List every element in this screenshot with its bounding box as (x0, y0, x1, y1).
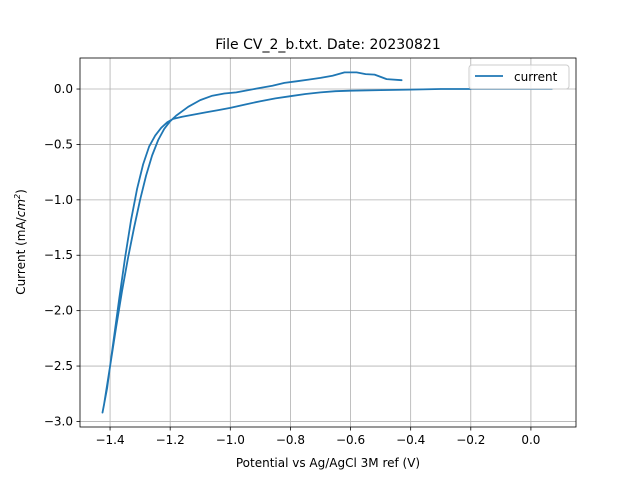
grid-lines (80, 58, 576, 427)
y-tick-label: −1.5 (44, 248, 73, 262)
legend: current (468, 64, 570, 90)
y-axis-label-prefix: Current (mA/ (14, 216, 28, 294)
series-line-current (101, 71, 553, 414)
x-tick-label: −1.2 (156, 433, 185, 447)
chart-title: File CV_2_b.txt. Date: 20230821 (215, 37, 441, 53)
y-axis-label-suffix: ) (14, 189, 28, 194)
y-tick-label: 0.0 (54, 82, 73, 96)
y-axis-label-exponent: 2 (13, 194, 22, 199)
y-axis-label: Current (mA/cm2) (13, 189, 28, 295)
x-axis: −1.4 −1.2 −1.0 −0.8 −0.6 −0.4 −0.2 0.0 (95, 427, 540, 447)
x-tick-label: −1.4 (95, 433, 124, 447)
y-axis-label-unit: cm (14, 199, 28, 217)
x-tick-label: 0.0 (521, 433, 540, 447)
y-tick-label: −0.5 (44, 137, 73, 151)
series-layer (101, 71, 553, 414)
x-tick-label: −0.2 (456, 433, 485, 447)
x-tick-label: −0.8 (276, 433, 305, 447)
y-tick-label: −3.0 (44, 414, 73, 428)
y-tick-label: −2.0 (44, 304, 73, 318)
y-axis: 0.0 −0.5 −1.0 −1.5 −2.0 −2.5 −3.0 (44, 82, 80, 428)
legend-box (468, 64, 570, 90)
x-tick-label: −0.6 (336, 433, 365, 447)
y-tick-label: −2.5 (44, 359, 73, 373)
x-tick-label: −0.4 (396, 433, 425, 447)
y-tick-label: −1.0 (44, 193, 73, 207)
plot-frame (79, 57, 577, 428)
x-axis-label: Potential vs Ag/AgCl 3M ref (V) (236, 456, 420, 470)
legend-label: current (514, 70, 558, 84)
x-tick-label: −1.0 (216, 433, 245, 447)
